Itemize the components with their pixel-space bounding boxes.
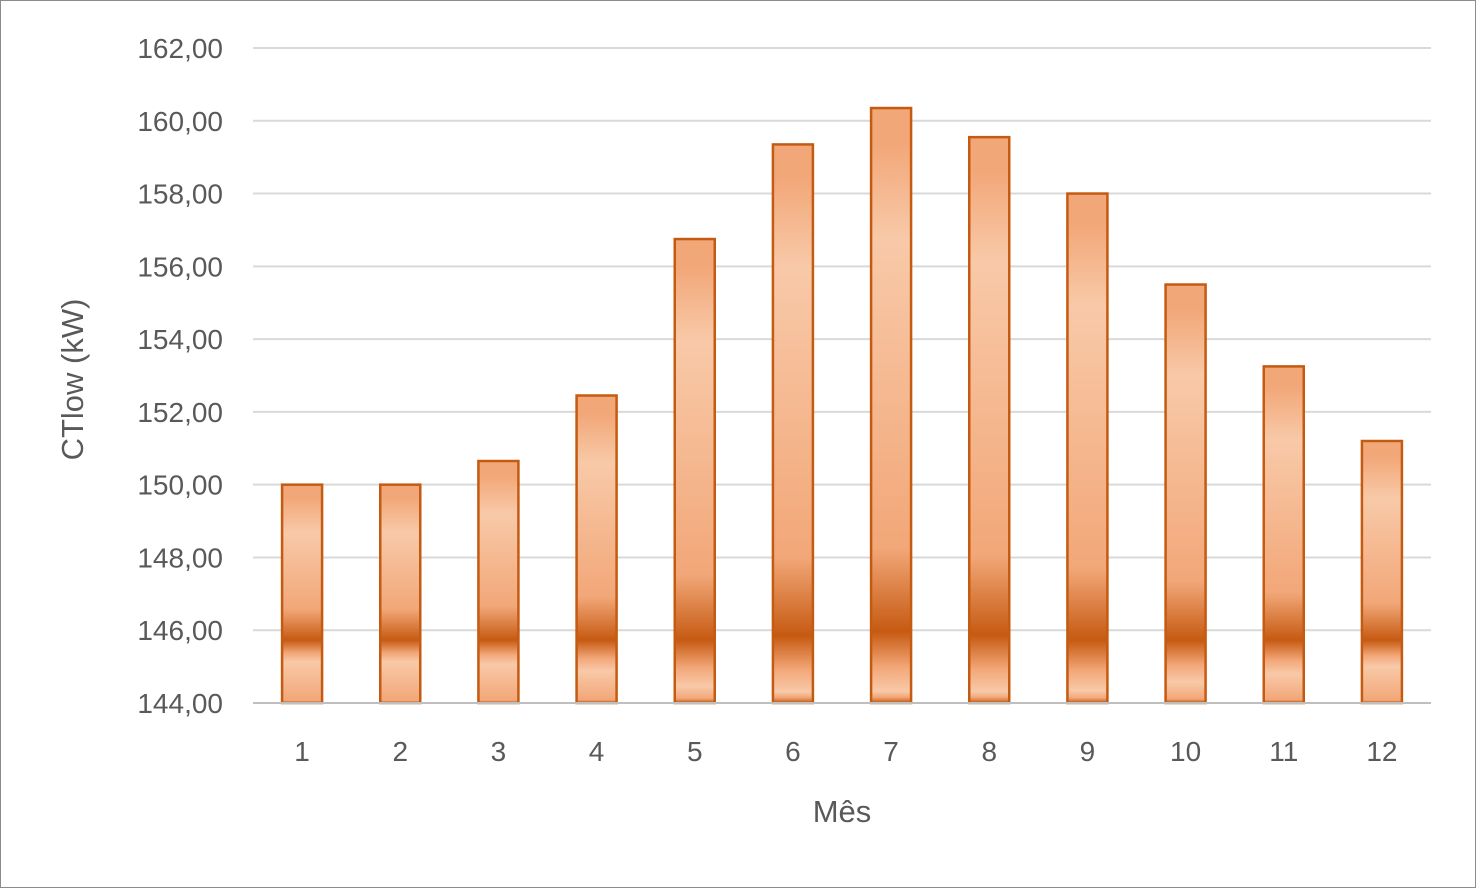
y-tick-label: 156,00 — [137, 251, 223, 282]
bar — [1164, 283, 1207, 705]
y-tick-label: 154,00 — [137, 324, 223, 355]
x-tick-label: 6 — [785, 736, 801, 767]
bar — [1360, 439, 1404, 705]
x-tick-label: 3 — [491, 736, 507, 767]
y-tick-label: 146,00 — [137, 615, 223, 646]
x-tick-label: 1 — [294, 736, 310, 767]
x-tick-label: 12 — [1366, 736, 1397, 767]
y-tick-label: 152,00 — [137, 397, 223, 428]
x-tick-label: 9 — [1080, 736, 1096, 767]
y-tick-label: 158,00 — [137, 179, 223, 210]
tick-labels: 144,00 146,00 148,00 150,00 152,00 154,00 156,… — [137, 33, 1397, 767]
bar — [1066, 192, 1109, 705]
x-tick-label: 8 — [981, 736, 997, 767]
y-tick-label: 144,00 — [137, 688, 223, 719]
y-tick-label: 148,00 — [137, 542, 223, 573]
bar — [379, 483, 422, 705]
x-tick-label: 2 — [392, 736, 408, 767]
gridlines — [253, 47, 1431, 632]
bar — [477, 459, 520, 705]
y-tick-label: 162,00 — [137, 33, 223, 64]
y-axis-title: CTlow (kW) — [55, 299, 90, 461]
bar — [575, 394, 618, 705]
bar — [280, 483, 324, 705]
x-tick-label: 11 — [1269, 736, 1298, 767]
bar — [869, 106, 913, 705]
bar — [1262, 365, 1305, 705]
x-tick-label: 10 — [1170, 736, 1201, 767]
bar — [673, 237, 716, 705]
bar — [771, 143, 815, 705]
x-tick-label: 7 — [883, 736, 899, 767]
y-tick-label: 150,00 — [137, 470, 223, 501]
bar — [968, 135, 1011, 705]
x-tick-label: 4 — [589, 736, 605, 767]
y-tick-label: 160,00 — [137, 106, 223, 137]
x-tick-label: 5 — [687, 736, 703, 767]
bars — [280, 106, 1404, 705]
x-axis-title: Mês — [813, 794, 872, 829]
